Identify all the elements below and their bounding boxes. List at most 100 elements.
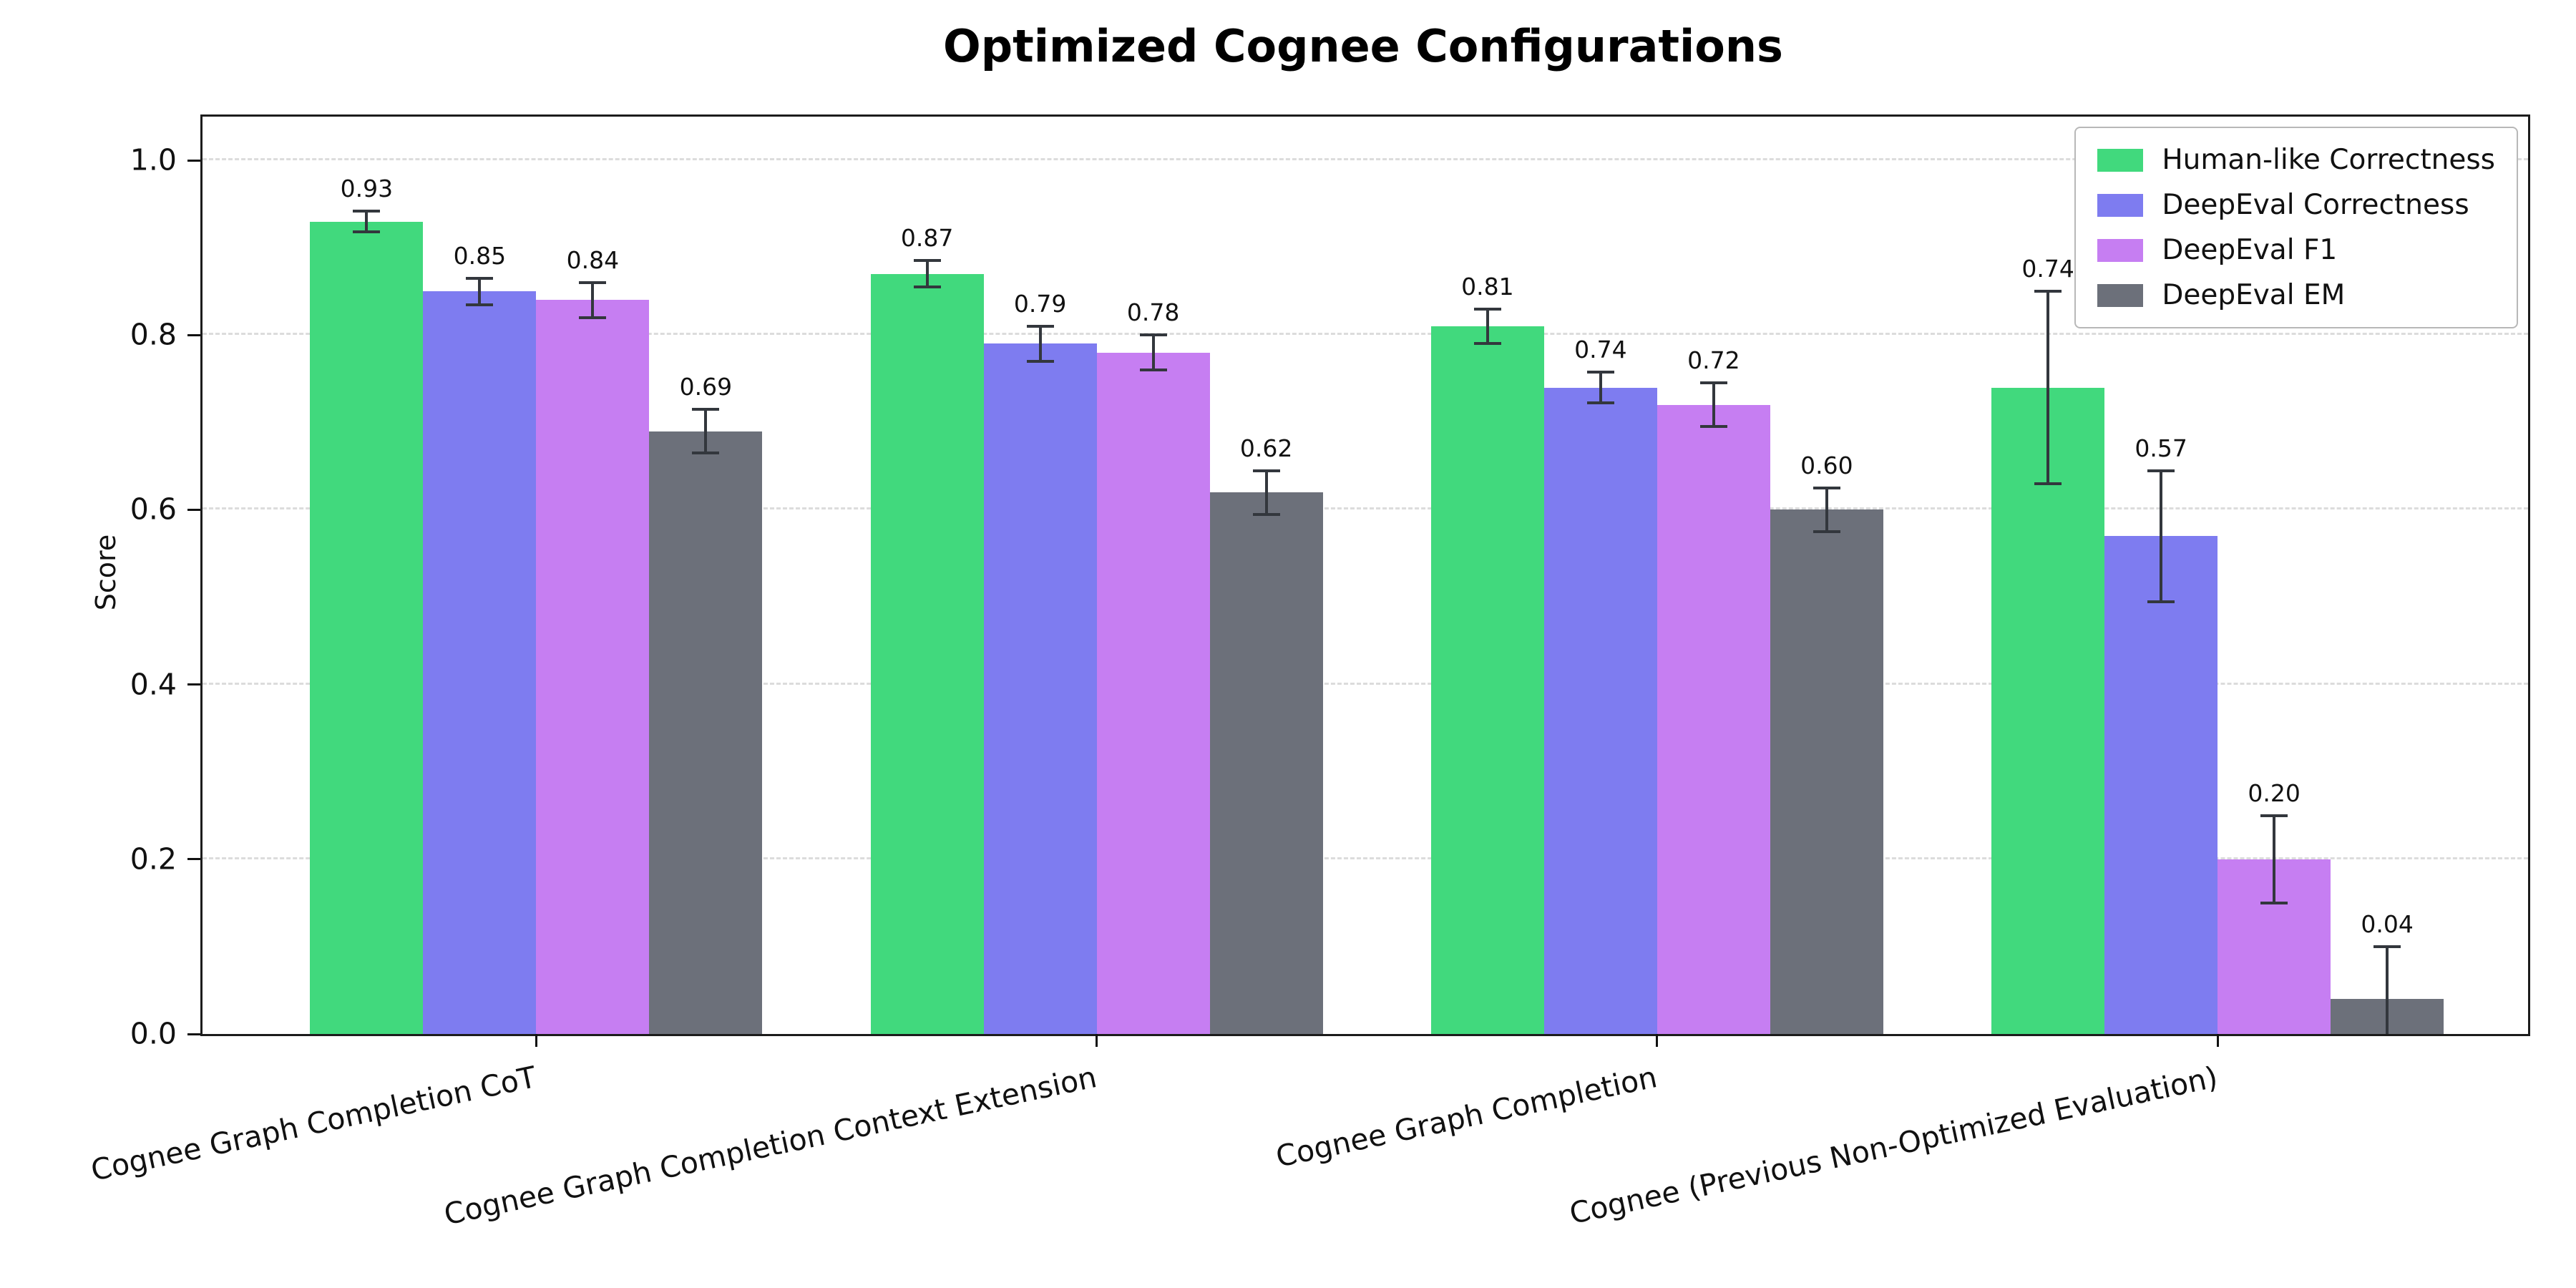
error-bar-cap-top: [1813, 486, 1840, 489]
legend-item: DeepEval Correctness: [2097, 189, 2495, 221]
legend-label: Human-like Correctness: [2162, 144, 2495, 176]
bar: [1657, 404, 1770, 1034]
legend-swatch: [2097, 283, 2144, 307]
bar: [1209, 492, 1323, 1034]
y-tick-label: 0.8: [130, 317, 177, 352]
bar-value-label: 0.62: [1239, 434, 1293, 462]
bar-value-label: 0.78: [1126, 298, 1180, 327]
error-bar-cap-bottom: [913, 286, 941, 289]
gridline: [203, 507, 2528, 510]
error-bar-cap-top: [2034, 290, 2062, 293]
error-bar-cap-top: [913, 259, 941, 263]
bar: [983, 343, 1097, 1034]
error-bar: [2386, 946, 2389, 1034]
legend-swatch: [2097, 148, 2144, 172]
legend-item: DeepEval EM: [2097, 279, 2495, 311]
legend-label: DeepEval Correctness: [2162, 189, 2469, 221]
error-bar-cap-top: [1139, 333, 1167, 337]
error-bar-cap-bottom: [1139, 369, 1167, 372]
error-bar-cap-top: [353, 209, 381, 213]
bar: [1430, 326, 1544, 1034]
bar: [1770, 509, 1883, 1034]
y-tick-label: 0.4: [130, 667, 177, 702]
legend-swatch: [2097, 238, 2144, 262]
bar-value-label: 0.74: [2021, 255, 2074, 283]
y-tick-mark: [187, 858, 200, 861]
y-tick-label: 0.6: [130, 492, 177, 527]
error-bar: [1038, 326, 1042, 361]
y-tick-label: 0.0: [130, 1016, 177, 1051]
legend-label: DeepEval EM: [2162, 279, 2346, 311]
bar-value-label: 0.60: [1800, 451, 1853, 479]
error-bar-cap-bottom: [1813, 530, 1840, 533]
bar-group: 0.93 0.85 0.84 0.69: [310, 117, 763, 1034]
y-tick-mark: [187, 508, 200, 511]
error-bar-cap-top: [1699, 381, 1727, 385]
bar-value-label: 0.85: [453, 241, 507, 270]
error-bar-cap-bottom: [579, 316, 607, 319]
error-bar: [365, 210, 369, 233]
legend: Human-like Correctness DeepEval Correctne…: [2074, 127, 2518, 328]
bar: [1543, 387, 1657, 1034]
legend-item: Human-like Correctness: [2097, 144, 2495, 176]
bar: [423, 291, 537, 1034]
gridline: [203, 682, 2528, 685]
error-bar: [591, 283, 595, 318]
plot-area: Human-like Correctness DeepEval Correctne…: [88, 114, 2530, 1231]
error-bar: [2273, 815, 2276, 903]
chart-title: Optimized Cognee Configurations: [943, 20, 1783, 72]
error-bar-cap-bottom: [692, 452, 720, 455]
error-bar-cap-top: [2373, 945, 2401, 948]
error-bar: [1599, 371, 1602, 404]
bar-value-label: 0.72: [1687, 346, 1740, 375]
gridline: [203, 158, 2528, 161]
error-bar: [704, 409, 708, 454]
error-bar: [2046, 291, 2050, 484]
error-bar: [478, 278, 482, 305]
bar: [310, 221, 424, 1034]
legend-label: DeepEval F1: [2162, 234, 2338, 266]
bar: [536, 300, 650, 1034]
error-bar: [1485, 308, 1489, 344]
error-bar-cap-bottom: [2260, 901, 2288, 904]
error-bar-cap-top: [2147, 469, 2175, 472]
bar-value-label: 0.93: [340, 174, 394, 203]
bar-value-label: 0.81: [1461, 272, 1514, 301]
bar-group: 0.81 0.74 0.72 0.60: [1430, 117, 1883, 1034]
legend-swatch: [2097, 193, 2144, 217]
error-bar: [1825, 487, 1828, 532]
y-tick-label: 1.0: [130, 142, 177, 177]
bar-value-label: 0.20: [2248, 779, 2301, 807]
error-bar-cap-bottom: [1473, 342, 1501, 346]
error-bar: [1712, 383, 1715, 427]
error-bar-cap-top: [1026, 325, 1054, 328]
bar-value-label: 0.87: [900, 224, 954, 253]
x-tick-mark: [1096, 1034, 1098, 1047]
bar-value-label: 0.79: [1013, 290, 1067, 318]
y-tick-mark: [187, 333, 200, 336]
error-bar-cap-top: [1252, 469, 1280, 472]
x-tick-label: Cognee Graph Completion CoT: [87, 1060, 540, 1188]
x-tick-mark: [2216, 1034, 2219, 1047]
bar-group: 0.74 0.57 0.20 0.04: [1991, 117, 2444, 1034]
bar: [1096, 352, 1210, 1034]
error-bar-cap-bottom: [2147, 600, 2175, 603]
bar: [649, 431, 763, 1034]
error-bar-cap-top: [2260, 814, 2288, 817]
bar-value-label: 0.69: [679, 373, 733, 401]
error-bar-cap-bottom: [2034, 482, 2062, 485]
bar-value-label: 0.57: [2135, 434, 2187, 462]
gridline: [203, 333, 2528, 336]
bar-value-label: 0.74: [1574, 335, 1627, 364]
error-bar: [1264, 470, 1268, 514]
error-bar-cap-bottom: [466, 303, 494, 306]
x-tick-mark: [1656, 1034, 1659, 1047]
y-tick-label: 0.2: [130, 841, 177, 877]
error-bar-cap-bottom: [1586, 401, 1614, 405]
gridline: [203, 857, 2528, 859]
x-tick-label: Cognee (Previous Non-Optimized Evaluatio…: [1566, 1060, 2221, 1231]
error-bar-cap-top: [579, 280, 607, 284]
error-bar-cap-bottom: [1252, 512, 1280, 516]
y-axis-label: Score: [90, 534, 122, 611]
